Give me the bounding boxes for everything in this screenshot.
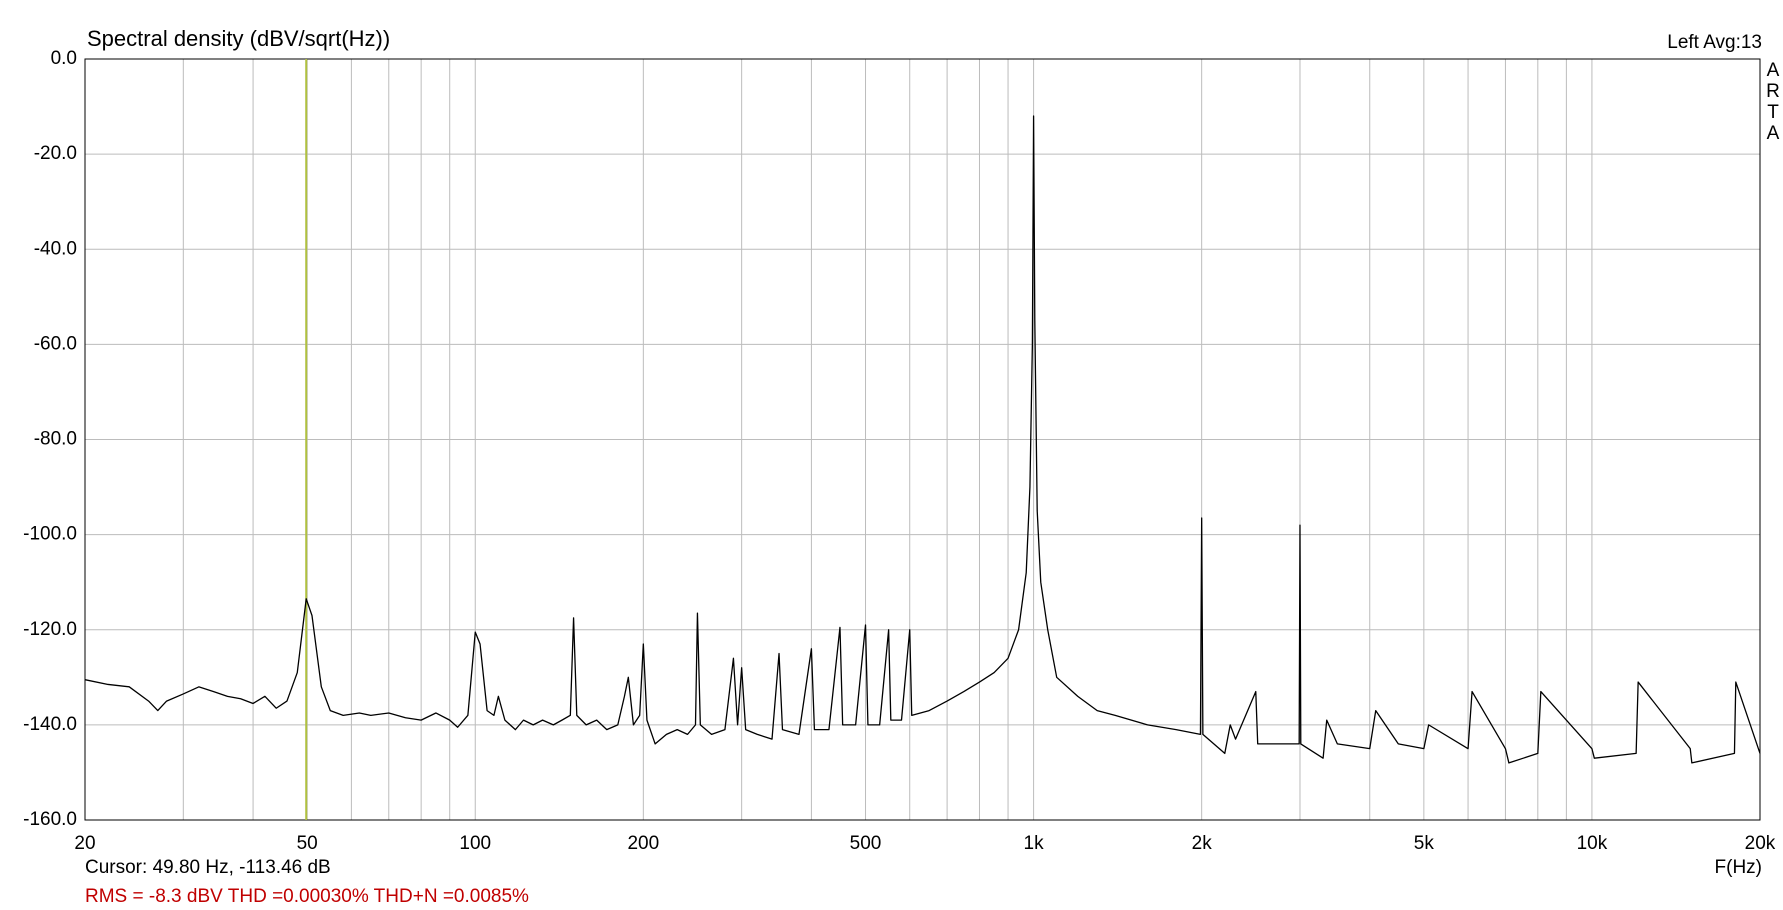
y-tick-label: -100.0 — [23, 524, 77, 545]
y-tick-label: -80.0 — [34, 429, 77, 450]
y-tick-label: -140.0 — [23, 714, 77, 735]
x-tick-label: 200 — [627, 833, 659, 854]
y-tick-label: 0.0 — [51, 48, 77, 69]
x-tick-label: 100 — [459, 833, 491, 854]
x-tick-label: 20k — [1745, 833, 1776, 854]
y-tick-label: -120.0 — [23, 619, 77, 640]
stats-readout: RMS = -8.3 dBV THD =0.00030% THD+N =0.00… — [85, 886, 529, 907]
side-letter: A — [1767, 60, 1780, 81]
x-tick-label: 50 — [297, 833, 318, 854]
x-tick-label: 10k — [1577, 833, 1608, 854]
side-letter: R — [1766, 81, 1780, 102]
y-tick-label: -160.0 — [23, 809, 77, 830]
x-tick-label: 20 — [74, 833, 95, 854]
cursor-readout: Cursor: 49.80 Hz, -113.46 dB — [85, 857, 331, 878]
chart-title: Spectral density (dBV/sqrt(Hz)) — [87, 26, 390, 51]
x-tick-label: 5k — [1414, 833, 1435, 854]
side-letter: T — [1767, 102, 1779, 123]
side-letter: A — [1767, 123, 1780, 144]
x-tick-label: 2k — [1192, 833, 1213, 854]
spectrum-line — [84, 115, 1761, 764]
x-tick-label: 1k — [1024, 833, 1045, 854]
corner-label: Left Avg:13 — [1667, 32, 1762, 53]
x-axis-label: F(Hz) — [1715, 857, 1762, 878]
y-tick-label: -40.0 — [34, 238, 77, 259]
y-tick-label: -20.0 — [34, 143, 77, 164]
y-tick-label: -60.0 — [34, 333, 77, 354]
x-tick-label: 500 — [850, 833, 882, 854]
plot-frame — [84, 58, 1761, 821]
